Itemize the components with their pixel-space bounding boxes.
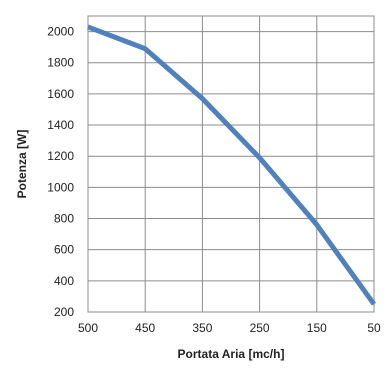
grid-lines xyxy=(87,16,375,313)
y-tick-label: 600 xyxy=(54,243,74,257)
plot-area-frame xyxy=(87,15,375,313)
y-tick-label: 2000 xyxy=(47,25,74,39)
x-tick-label: 150 xyxy=(307,321,327,335)
y-axis-title: Potenza [W] xyxy=(15,130,29,199)
y-tick-label: 200 xyxy=(54,305,74,319)
y-tick-label: 400 xyxy=(54,274,74,288)
y-tick-label: 1400 xyxy=(47,118,74,132)
x-tick-label: 50 xyxy=(367,321,381,335)
series-line-0 xyxy=(87,24,377,306)
x-axis-title: Portata Aria [mc/h] xyxy=(178,347,285,361)
x-tick-label: 250 xyxy=(250,321,270,335)
y-tick-label: 1000 xyxy=(47,180,74,194)
x-tick-label: 350 xyxy=(192,321,212,335)
y-tick-label: 800 xyxy=(54,212,74,226)
y-axis-tick-labels: 200 400 600 800 1000 1200 1400 1600 1800 2000 xyxy=(47,25,74,319)
y-tick-label: 1600 xyxy=(47,87,74,101)
x-tick-label: 450 xyxy=(135,321,155,335)
x-axis-tick-labels: 500 450 350 250 150 50 xyxy=(78,321,381,335)
series-layer xyxy=(87,24,377,306)
y-tick-label: 1800 xyxy=(47,56,74,70)
y-tick-label: 1200 xyxy=(47,149,74,163)
x-tick-label: 500 xyxy=(78,321,98,335)
